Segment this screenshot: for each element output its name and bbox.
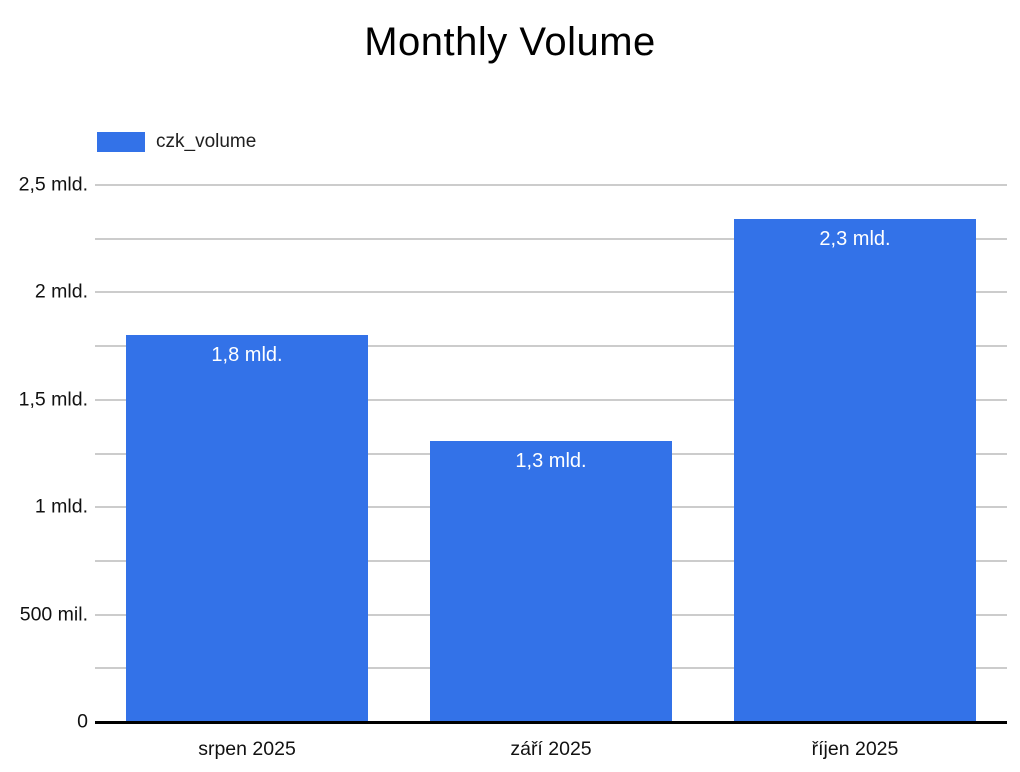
bar-value-label: 2,3 mld.	[819, 228, 891, 251]
bar-srpen-2025[interactable]: 1,8 mld.	[126, 335, 368, 722]
y-axis-labels: 0 500 mil. 1 mld. 1,5 mld. 2 mld. 2,5 mld.	[0, 174, 88, 733]
y-tick-label: 500 mil.	[19, 603, 88, 626]
legend-label: czk_volume	[156, 131, 257, 152]
y-tick-label: 2 mld.	[34, 280, 88, 303]
y-tick-label: 2,5 mld.	[18, 173, 88, 196]
chart-title: Monthly Volume	[364, 20, 656, 64]
legend: czk_volume	[97, 131, 256, 153]
x-axis-labels: srpen 2025 září 2025 říjen 2025	[95, 738, 1007, 768]
plot-area: 1,8 mld. 1,3 mld. 2,3 mld.	[95, 184, 1007, 722]
legend-swatch	[97, 132, 145, 152]
bar-value-label: 1,3 mld.	[515, 449, 587, 472]
bar-září-2025[interactable]: 1,3 mld.	[430, 440, 672, 722]
y-tick-label: 1,5 mld.	[18, 388, 88, 411]
gridline	[95, 237, 1007, 240]
x-tick-label: září 2025	[510, 738, 592, 760]
x-axis-line	[95, 721, 1007, 724]
x-tick-label: říjen 2025	[811, 738, 899, 760]
gridline	[95, 291, 1007, 294]
y-tick-label: 1 mld.	[34, 495, 88, 518]
gridline	[95, 398, 1007, 401]
gridline	[95, 345, 1007, 348]
x-tick-label: srpen 2025	[198, 738, 296, 760]
bar-value-label: 1,8 mld.	[211, 344, 283, 367]
gridline	[95, 184, 1007, 186]
bar-říjen-2025[interactable]: 2,3 mld.	[734, 219, 976, 722]
y-tick-label: 0	[77, 710, 88, 733]
